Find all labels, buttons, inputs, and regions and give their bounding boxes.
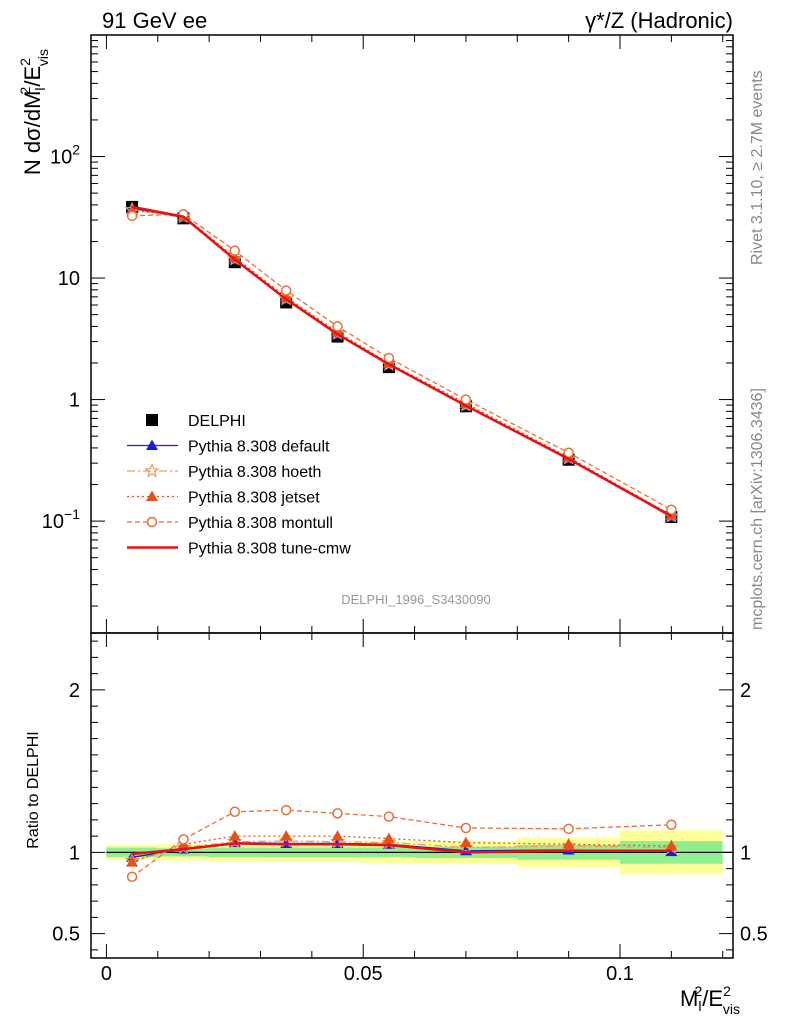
ratio-point-montull — [460, 822, 472, 834]
series-point-montull — [460, 394, 472, 405]
ratio-point-jetset — [126, 856, 139, 867]
ratio-point-jetset — [228, 830, 241, 841]
ratio-point-jetset — [331, 830, 344, 841]
x-tick-label: 0.1 — [606, 963, 634, 985]
ratio-point-montull — [332, 808, 343, 819]
x-tick-label: 0.05 — [344, 963, 383, 985]
legend-label: Pythia 8.308 hoeth — [188, 464, 321, 481]
legend-item-jetset: Pythia 8.308 jetset — [127, 490, 320, 507]
ratio-point-montull — [563, 823, 574, 835]
ratio-point-montull — [229, 806, 241, 817]
ratio-panel-series — [124, 804, 680, 882]
ratio-uncertainty-bands — [106, 830, 733, 875]
ratio-y-axis-label: Ratio to DELPHI — [25, 731, 42, 848]
y-tick-label: 102 — [50, 142, 80, 169]
ratio-line-jetset — [131, 835, 672, 863]
legend-marker — [146, 414, 158, 426]
legend-item-data: DELPHI — [146, 413, 246, 430]
ratio-line-hoeth — [131, 840, 672, 862]
legend-label: Pythia 8.308 jetset — [188, 490, 320, 507]
plot-title-left: 91 GeV ee — [102, 8, 207, 33]
legend: DELPHI Pythia 8.308 default Pythia 8.308 h… — [127, 413, 351, 558]
ratio-point-montull — [280, 804, 292, 816]
ratio-point-montull — [178, 834, 189, 845]
x-axis-label: Ml2/E2 vis — [680, 983, 740, 1017]
legend-marker — [146, 490, 158, 501]
legend-item-montull: Pythia 8.308 montull — [127, 515, 333, 532]
legend-marker — [144, 462, 160, 478]
legend-item-hoeth: Pythia 8.308 hoeth — [127, 462, 321, 481]
series-point-montull — [563, 447, 574, 459]
ratio-point-jetset — [665, 839, 678, 851]
legend-marker — [146, 516, 158, 528]
y-tick-label: 10 — [58, 268, 80, 290]
series-point-jetset — [228, 251, 241, 262]
main-panel-axes: 102 10 1 10−1 — [42, 34, 734, 634]
series-point-montull — [280, 285, 292, 296]
series-point-montull — [332, 321, 343, 332]
analysis-tag: DELPHI_1996_S3430090 — [341, 592, 491, 607]
main-panel-series — [124, 200, 680, 524]
ratio-panel-axes: 0.5 0.5 1 1 2 2 0 0.05 0.1 — [52, 632, 768, 985]
series-line-cmw — [131, 205, 673, 518]
plot-title-right: γ*/Z (Hadronic) — [585, 8, 733, 33]
ratio-y-tick-label-right: 1 — [740, 842, 751, 864]
ratio-y-tick-label: 1 — [69, 842, 80, 864]
legend-item-default: Pythia 8.308 default — [127, 439, 330, 456]
series-point-montull — [666, 504, 677, 515]
legend-label: Pythia 8.308 tune-cmw — [188, 541, 351, 558]
legend-label: DELPHI — [188, 413, 246, 430]
y-tick-label: 1 — [69, 390, 80, 412]
ratio-point-montull — [383, 811, 395, 822]
main-y-axis-label: N dσ/dMl2/E2 vis — [17, 49, 51, 175]
legend-item-cmw: Pythia 8.308 tune-cmw — [127, 541, 351, 558]
series-point-montull — [383, 352, 395, 364]
ratio-point-jetset — [562, 838, 575, 849]
ratio-point-montull — [666, 819, 677, 830]
ratio-point-jetset — [459, 836, 472, 848]
ratio-point-montull — [126, 871, 138, 882]
x-tick-label: 0 — [101, 963, 112, 985]
rivet-label: Rivet 3.1.10, ≥ 2.7M events — [749, 70, 766, 265]
ratio-point-jetset — [280, 830, 293, 841]
series-point-jetset — [280, 290, 293, 302]
legend-marker — [146, 439, 158, 450]
ratio-y-tick-label: 2 — [69, 680, 80, 702]
ratio-y-tick-label-right: 2 — [740, 680, 751, 702]
ratio-y-tick-label: 0.5 — [52, 924, 80, 946]
ratio-y-tick-label-right: 0.5 — [740, 924, 768, 946]
ratio-line-cmw — [131, 842, 672, 856]
legend-label: Pythia 8.308 default — [188, 439, 330, 456]
mcplots-label: mcplots.cern.ch [arXiv:1306.3436] — [749, 388, 766, 630]
legend-label: Pythia 8.308 montull — [188, 515, 333, 532]
series-point-montull — [229, 245, 241, 256]
y-tick-label: 10−1 — [42, 506, 80, 533]
series-point-montull — [126, 210, 138, 222]
ratio-frame — [90, 632, 734, 959]
ratio-point-jetset — [382, 832, 395, 844]
